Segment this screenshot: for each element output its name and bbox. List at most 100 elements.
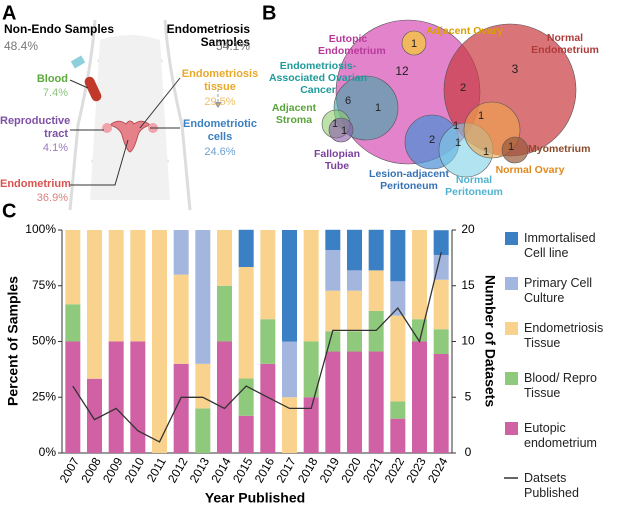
count: 1 (478, 110, 484, 122)
bar-segment (325, 331, 341, 352)
bar-segment (87, 378, 102, 453)
bar-segment (390, 230, 406, 282)
count: 2 (429, 134, 435, 146)
count: 3 (512, 62, 519, 76)
leader (139, 77, 181, 129)
set-label: Endometriosis-Associated Ovarian Cancer (268, 60, 368, 96)
venn-circle (328, 117, 354, 143)
bar-segment (368, 310, 384, 352)
body (90, 35, 170, 200)
x-tick-label: 2023 (403, 455, 429, 485)
bar-segment (260, 230, 276, 320)
x-tick-label: 2019 (317, 455, 343, 485)
set-label: Adjacent Stroma (271, 102, 317, 126)
bar-segment (217, 285, 232, 342)
bar-segment (347, 351, 362, 453)
legend-swatch (505, 322, 518, 335)
x-axis-label: Year Published (205, 490, 305, 506)
label: Endometriotic cells (183, 118, 257, 143)
y2-tick-label: 15 (461, 278, 475, 292)
y2-axis-label: Number of Datasets (482, 275, 498, 407)
bar-segment (433, 254, 449, 280)
bar-segment (412, 230, 427, 320)
bar-segment (65, 341, 81, 453)
set-label: Normal Peritoneum (445, 174, 503, 198)
bar-segment (347, 229, 362, 271)
bar-segment (152, 230, 167, 453)
bar-segment (303, 341, 319, 398)
x-tick-label: 2022 (382, 455, 408, 485)
leader-lines (69, 77, 181, 186)
legend-swatch (505, 422, 518, 435)
set-label: Normal Ovary (495, 164, 565, 176)
count: 1 (332, 118, 338, 130)
bar-segment (173, 274, 189, 364)
bar-segment (325, 229, 341, 251)
x-tick-label: 2015 (230, 455, 256, 485)
uterus (108, 120, 152, 153)
y-tick-label: 100% (25, 222, 56, 236)
bar-segment (195, 408, 211, 453)
bar-segment (108, 341, 124, 453)
label: 48.4% (4, 39, 39, 53)
bar-segment (238, 267, 254, 379)
bar-segment (368, 351, 384, 453)
bar-segment (195, 363, 211, 409)
x-tick-label: 2011 (144, 455, 169, 485)
bar-segment (390, 315, 406, 402)
ovary (102, 123, 112, 133)
arrow-head (214, 102, 222, 108)
label: 36.9% (36, 192, 68, 204)
panel-label: B (262, 2, 276, 24)
y2-tick-label: 20 (461, 222, 475, 236)
x-tick-label: 2020 (338, 455, 364, 485)
legend-swatch (505, 277, 518, 290)
bar-segment (433, 279, 449, 330)
bar-segment (130, 341, 146, 453)
y2-tick-label: 10 (461, 334, 475, 348)
bar-segment (108, 230, 124, 342)
bar-segment (260, 363, 276, 453)
x-tick-label: 2016 (252, 455, 278, 485)
legend-label: Blood/ Repro Tissue (524, 371, 597, 400)
leader (69, 79, 89, 89)
label: Blood (36, 73, 68, 85)
count: 1 (508, 141, 514, 153)
line (72, 252, 442, 443)
syringe (70, 55, 86, 69)
bar-segment (368, 229, 384, 271)
panel-label: A (2, 2, 16, 24)
legend-label: Immortalised Cell line (524, 231, 596, 260)
bar-segment (433, 329, 449, 354)
venn-counts: 1 12 3 2 6 1 1 1 2 1 1 1 1 1 (332, 38, 519, 158)
bar-segment (217, 341, 232, 453)
bar-segment (325, 290, 341, 332)
bar-segment (282, 230, 297, 342)
count: 1 (411, 38, 417, 50)
label: Endometrium (0, 178, 71, 190)
bar-segment (238, 229, 254, 268)
label: 29.5% (204, 96, 236, 108)
bar-segment (238, 378, 254, 416)
bar-segment (282, 397, 297, 453)
y-tick-label: 25% (32, 389, 56, 403)
legend-swatch (505, 372, 518, 385)
bar-segment (195, 230, 211, 364)
bar-segment (433, 353, 449, 453)
label: Endometriosis tissue (181, 68, 259, 93)
y-axis-label: Percent of Samples (5, 276, 21, 406)
set-label: Myometrium (528, 143, 591, 155)
x-tick-label: 2008 (78, 455, 104, 485)
y-tick-label: 0% (39, 445, 57, 459)
bar-segment (390, 401, 406, 419)
bar-segment (282, 341, 297, 398)
y-tick-label: 50% (32, 334, 56, 348)
set-label: Fallopian Tube (313, 148, 361, 172)
legend-label: Eutopic endometrium (524, 421, 597, 450)
x-tick-label: 2018 (295, 455, 321, 485)
x-tick-label: 2007 (57, 455, 83, 485)
x-tick-label: 2021 (360, 455, 386, 485)
set-label: Lesion-adjacent Peritoneum (369, 168, 449, 192)
count: 6 (345, 95, 351, 107)
